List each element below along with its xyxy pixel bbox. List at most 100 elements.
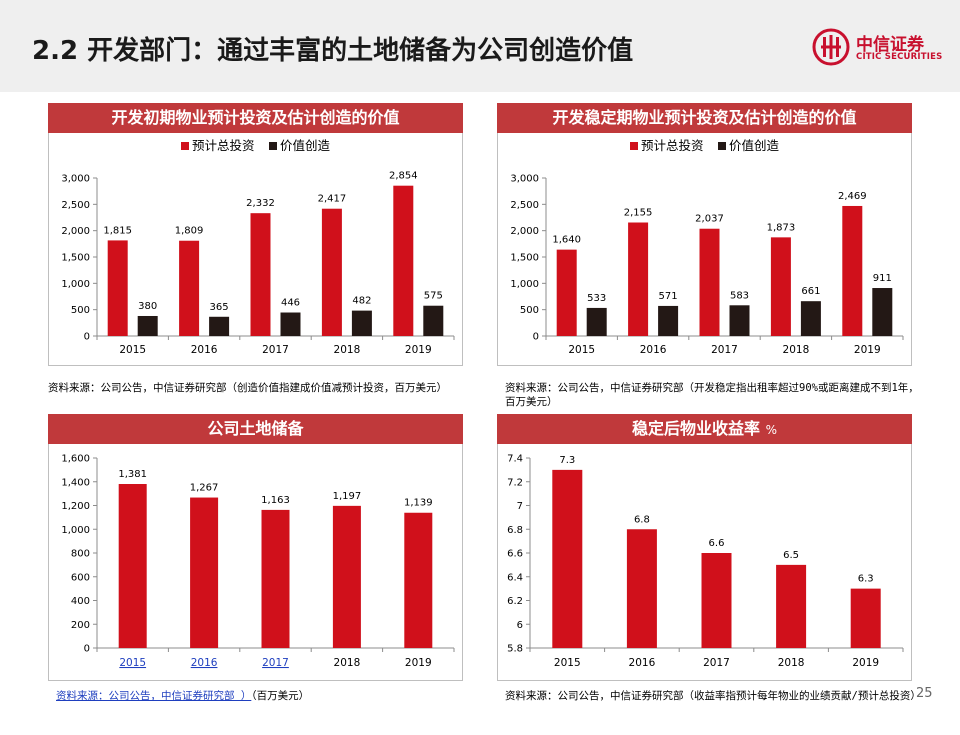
y-tick-label: 7	[517, 501, 523, 512]
data-label: 446	[281, 298, 300, 309]
x-tick-label: 2016	[640, 344, 667, 356]
bar	[404, 512, 433, 648]
data-label: 365	[210, 302, 229, 313]
legend-swatch	[718, 142, 726, 150]
bar	[118, 484, 147, 648]
bar	[729, 305, 750, 336]
x-tick-label: 2017	[711, 344, 738, 356]
chart-land-bank: 0 200 400 600 800 1,000 1,200 1,400 1,600 2015 201…	[61, 454, 455, 669]
data-label: 661	[801, 286, 820, 297]
chart-unit: %	[765, 423, 777, 437]
data-label: 2,469	[838, 191, 867, 202]
y-tick-label: 1,000	[61, 279, 90, 290]
y-tick-label: 1,400	[61, 477, 90, 488]
source-unit: （百万美元）	[251, 690, 310, 702]
legend-swatch	[269, 142, 277, 150]
y-tick-label: 3,000	[61, 174, 90, 185]
x-tick-label: 2015	[568, 344, 595, 356]
page-number: 25	[916, 686, 933, 701]
y-tick-label: 2,500	[61, 200, 90, 211]
y-tick-label: 400	[71, 596, 90, 607]
y-tick-label: 6	[517, 620, 523, 631]
chart-source-note: 资料来源：公司公告，中信证券研究部（创造价值指建成价值减预计投资，百万美元）	[48, 382, 447, 394]
data-label: 1,381	[118, 469, 147, 480]
data-label: 1,163	[261, 495, 290, 506]
bar	[250, 213, 271, 336]
legend-label: 预计总投资	[192, 138, 255, 153]
data-label: 1,815	[103, 225, 132, 236]
x-tick-label: 2015	[119, 344, 146, 356]
x-tick-label: 2018	[783, 344, 810, 356]
x-tick-label: 2019	[405, 657, 432, 669]
bar	[393, 185, 414, 336]
y-tick-label: 0	[84, 332, 90, 343]
legend-label: 价值创造	[280, 138, 331, 153]
y-tick-label: 6.6	[507, 549, 523, 560]
chart-source-note: 资料来源：公司公告，中信证券研究部 ）（百万美元）	[56, 689, 476, 703]
bar	[842, 205, 863, 336]
bar	[137, 315, 158, 336]
bar	[107, 240, 128, 336]
bar	[701, 553, 732, 648]
bar	[321, 208, 342, 336]
logo-name-en: CITIC SECURITIES	[856, 52, 943, 62]
legend-swatch	[630, 142, 638, 150]
y-tick-label: 5.8	[507, 644, 523, 655]
source-link[interactable]: 资料来源：公司公告，中信证券研究部 ）	[56, 690, 252, 702]
data-label: 533	[587, 293, 606, 304]
bar	[423, 305, 444, 336]
x-tick-label: 2015	[554, 657, 581, 669]
bar	[872, 288, 893, 336]
data-label: 1,267	[190, 483, 219, 494]
x-tick-label[interactable]: 2017	[262, 657, 289, 669]
bar	[658, 305, 679, 336]
data-label: 6.8	[634, 514, 650, 525]
data-label: 583	[730, 290, 749, 301]
bar	[209, 316, 230, 336]
bar	[776, 564, 807, 648]
data-label: 2,417	[318, 194, 347, 205]
data-label: 1,809	[175, 226, 204, 237]
x-tick-label[interactable]: 2015	[119, 657, 146, 669]
data-label: 6.6	[709, 538, 725, 549]
y-tick-label: 1,600	[61, 454, 90, 465]
chart-title-text: 稳定后物业收益率	[632, 419, 761, 438]
legend-label: 预计总投资	[641, 138, 704, 153]
data-label: 571	[659, 291, 678, 302]
legend-swatch	[181, 142, 189, 150]
bar	[261, 509, 290, 648]
y-tick-label: 500	[71, 305, 90, 316]
citic-logo-icon	[812, 28, 850, 66]
data-label: 6.5	[783, 550, 799, 561]
y-tick-label: 0	[84, 644, 90, 655]
y-tick-label: 6.4	[507, 572, 523, 583]
y-tick-label: 6.2	[507, 596, 523, 607]
y-tick-label: 7.4	[507, 454, 523, 465]
y-tick-label: 800	[71, 549, 90, 560]
y-tick-label: 7.2	[507, 477, 523, 488]
data-label: 2,155	[624, 208, 653, 219]
bar	[351, 310, 372, 336]
data-label: 1,139	[404, 498, 433, 509]
chart-title: 开发稳定期物业预计投资及估计创造的价值	[497, 103, 912, 133]
data-label: 2,037	[695, 214, 724, 225]
data-label: 1,197	[333, 491, 362, 502]
bar	[850, 588, 881, 648]
x-tick-label[interactable]: 2016	[191, 657, 218, 669]
y-tick-label: 3,000	[510, 174, 539, 185]
chart-stable-investment: 预计总投资 价值创造 0 500 1,000 1,500 2,000 2,500 3,000 20…	[510, 138, 904, 356]
data-label: 1,873	[767, 222, 796, 233]
y-tick-label: 1,500	[510, 253, 539, 264]
y-tick-label: 2,500	[510, 200, 539, 211]
chart-title: 稳定后物业收益率 %	[497, 414, 912, 444]
x-tick-label: 2017	[262, 344, 289, 356]
chart-source-note: 资料来源：公司公告，中信证券研究部（开发稳定指出租率超过90%或距离建成不到1年…	[505, 382, 919, 408]
y-tick-label: 500	[520, 305, 539, 316]
bar	[628, 222, 649, 336]
x-tick-label: 2019	[405, 344, 432, 356]
data-label: 380	[138, 301, 157, 312]
header-bar: 2.2 开发部门：通过丰富的土地储备为公司创造价值 中信证券 CITIC SEC…	[0, 0, 960, 92]
y-tick-label: 1,000	[61, 525, 90, 536]
chart-panel-yield: 稳定后物业收益率 % 5.8 6 6.2 6.4 6.6 6.8 7 7.2 7.4 2015 20…	[497, 414, 912, 681]
y-tick-label: 2,000	[61, 226, 90, 237]
